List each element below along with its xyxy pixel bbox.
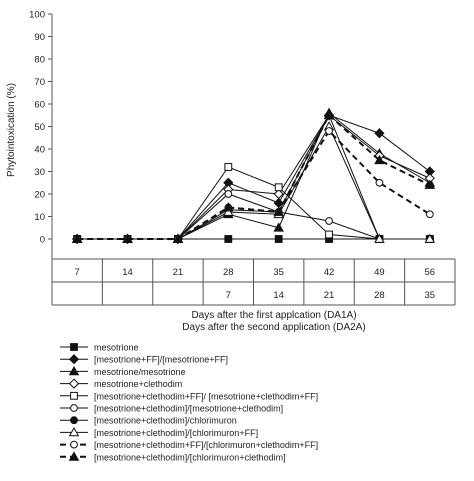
legend-label: [mesotrione+clethodim]/[chlorimuron+clet… xyxy=(94,452,286,462)
circle-marker xyxy=(325,217,333,225)
y-tick-label: 40 xyxy=(34,145,45,156)
x-tick-label-da2a: 35 xyxy=(425,290,436,301)
x-category-table: 7 14 21 28 35 42 49 56 7 14 21 28 35 xyxy=(51,259,456,306)
triangle-marker xyxy=(273,222,284,232)
x-tick-label-da1a: 21 xyxy=(173,267,184,278)
circle-marker xyxy=(325,127,333,135)
legend-item: [mesotrione+clethodim]/[mesotrione+cleth… xyxy=(60,404,283,414)
diamond-marker xyxy=(374,128,385,139)
legend: mesotrione [mesotrione+FF]/[mesotrione+FF… xyxy=(60,343,318,462)
legend-item: [mesotrione+FF]/[mesotrione+FF] xyxy=(60,354,228,365)
x-tick-label-da1a: 35 xyxy=(273,267,284,278)
legend-label: [mesotrione+clethodim]/[mesotrione+cleth… xyxy=(94,404,283,414)
triangle-marker xyxy=(424,179,436,189)
legend-item: mesotrione xyxy=(60,343,139,353)
diamond-marker xyxy=(273,188,284,200)
square-marker xyxy=(70,391,78,400)
square-marker xyxy=(224,235,233,243)
square-marker xyxy=(325,230,333,239)
legend-item: [mesotrione+clethodim]/[chlorimuron+clet… xyxy=(60,451,286,462)
circle-marker xyxy=(70,404,78,412)
x-tick-label-da2a: 14 xyxy=(273,290,284,301)
legend-label: [mesotrione+clethodim]/[chlorimuron+FF] xyxy=(94,428,258,438)
y-tick-label: 30 xyxy=(34,167,45,178)
legend-item: mesotrione+clethodim xyxy=(60,378,182,389)
y-tick-label: 90 xyxy=(34,32,45,43)
series-line xyxy=(77,125,430,240)
circle-marker xyxy=(70,440,78,449)
x-tick-label-da2a: 7 xyxy=(226,290,231,301)
triangle-marker xyxy=(323,109,335,120)
triangle-marker xyxy=(374,154,385,165)
legend-label: mesotrione/mesotrione xyxy=(94,367,186,377)
x-tick-label-da2a: 21 xyxy=(324,290,335,301)
circle-marker xyxy=(224,190,233,198)
x-tick-label-da1a: 42 xyxy=(324,267,335,278)
legend-item: [mesotrione+clethodim]/[chlorimuron+FF] xyxy=(60,426,258,438)
legend-item: [mesotrione+clethodim+FF]/[chlorimuron+c… xyxy=(60,440,318,450)
triangle-marker xyxy=(68,426,80,437)
legend-label: mesotrione+clethodim xyxy=(94,379,182,389)
circle-marker xyxy=(375,178,384,187)
legend-label: mesotrione xyxy=(94,343,139,353)
square-marker xyxy=(274,183,283,192)
series-line xyxy=(77,113,431,240)
legend-label: [mesotrione+clethodim+FF]/[chlorimuron+c… xyxy=(94,440,318,450)
y-tick-label: 10 xyxy=(34,212,45,223)
x-tick-label-da1a: 14 xyxy=(122,267,133,278)
diamond-marker xyxy=(68,354,80,365)
x-tick-label-da1a: 56 xyxy=(425,267,436,278)
legend-label: [mesotrione+clethodim]/chlorimuron xyxy=(94,416,237,426)
triangle-marker xyxy=(223,206,234,216)
legend-label: [mesotrione+clethodim+FF]/ [mesotrione+c… xyxy=(94,391,318,401)
legend-item: mesotrione/mesotrione xyxy=(60,365,186,377)
y-tick-label: 20 xyxy=(34,190,45,201)
square-marker xyxy=(274,235,283,243)
triangle-marker xyxy=(122,233,133,243)
triangle-marker xyxy=(273,206,284,216)
y-tick-label: 0 xyxy=(40,235,45,246)
y-tick-label: 70 xyxy=(34,77,45,88)
square-marker xyxy=(224,163,233,171)
diamond-marker xyxy=(68,378,80,389)
x-axis-label-da2a: Days after the second application (DA2A) xyxy=(182,322,365,333)
series-lines xyxy=(71,107,436,245)
legend-label: [mesotrione+FF]/[mesotrione+FF] xyxy=(94,355,228,365)
y-tick-label: 80 xyxy=(34,55,45,66)
x-axis-label-da1a: Days after the first applcation (DA1A) xyxy=(191,310,356,321)
circle-marker xyxy=(425,210,434,219)
y-tick-label: 100 xyxy=(29,10,45,21)
y-axis-label: Phytointoxication (%) xyxy=(6,83,17,177)
x-tick-label-da1a: 49 xyxy=(374,267,385,278)
triangle-marker xyxy=(68,451,80,461)
y-tick-label: 50 xyxy=(34,122,45,133)
series-9 xyxy=(73,127,434,243)
x-tick-label-da2a: 28 xyxy=(374,290,385,301)
x-tick-label-da1a: 28 xyxy=(223,267,234,278)
triangle-marker xyxy=(374,233,385,243)
series-3 xyxy=(71,107,436,243)
triangle-marker xyxy=(424,233,436,243)
y-ticks: 0 10 20 30 40 50 60 70 80 90 100 xyxy=(29,10,52,246)
triangle-marker xyxy=(68,365,80,376)
square-marker xyxy=(70,343,78,351)
legend-item: [mesotrione+clethodim+FF]/ [mesotrione+c… xyxy=(60,391,318,401)
legend-item: [mesotrione+clethodim]/chlorimuron xyxy=(60,416,237,426)
circle-marker xyxy=(70,416,78,425)
triangle-marker xyxy=(71,233,83,243)
triangle-marker xyxy=(172,233,184,243)
series-10 xyxy=(71,109,436,243)
x-tick-label-da1a: 7 xyxy=(75,267,80,278)
triangle-marker xyxy=(223,202,234,212)
y-tick-label: 60 xyxy=(34,100,45,111)
